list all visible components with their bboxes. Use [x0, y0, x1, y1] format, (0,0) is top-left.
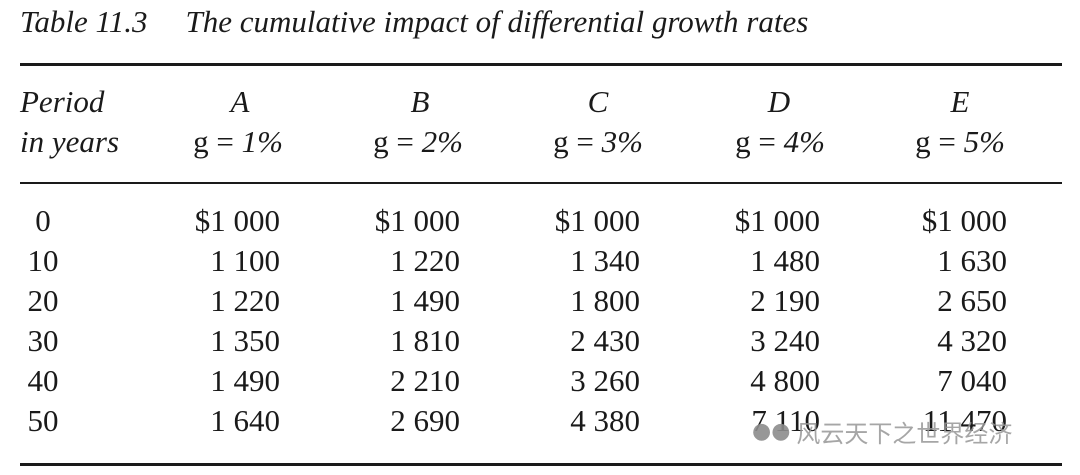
column-growth-d: g = 4%: [735, 124, 825, 159]
table-cell: $1 000: [921, 203, 1007, 238]
table-cell: 4 380: [570, 403, 640, 438]
table-cell: 7 110: [751, 403, 820, 438]
table-cell: 2 210: [390, 363, 460, 398]
table-number: Table 11.3: [20, 4, 148, 39]
wechat-icon: ●●: [752, 419, 791, 444]
column-growth-e: g = 5%: [915, 124, 1005, 159]
table-cell: 1 350: [210, 323, 280, 358]
column-growth-c: g = 3%: [553, 124, 643, 159]
watermark: ●● 风云天下之世界经济: [752, 414, 1012, 449]
table-cell: 1 630: [937, 243, 1007, 278]
table-cell: 4 800: [750, 363, 820, 398]
table-cell: 1 340: [570, 243, 640, 278]
period-header-line2: in years: [20, 124, 120, 159]
table-cell: $1 000: [734, 203, 820, 238]
table-cell: 3 260: [570, 363, 640, 398]
row-period: 30: [27, 323, 59, 358]
row-period: 10: [27, 243, 59, 278]
bottom-rule: [20, 463, 1062, 466]
row-period: 0: [35, 203, 51, 238]
table-cell: 1 100: [210, 243, 280, 278]
table-cell: 1 640: [210, 403, 280, 438]
table-cell: 2 690: [390, 403, 460, 438]
table-cell: 2 650: [937, 283, 1007, 318]
table-cell: 7 040: [937, 363, 1007, 398]
table-cell: 1 480: [750, 243, 820, 278]
table-cell: 1 220: [210, 283, 280, 318]
watermark-text: 风云天下之世界经济: [796, 420, 1013, 448]
column-growth-a: g = 1%: [193, 124, 283, 159]
table-cell: 2 430: [570, 323, 640, 358]
table-cell: 3 240: [750, 323, 820, 358]
row-period: 50: [27, 403, 59, 438]
column-header-d: D: [767, 84, 791, 119]
table-cell: 1 490: [210, 363, 280, 398]
column-growth-b: g = 2%: [373, 124, 463, 159]
table-cell: 1 220: [390, 243, 460, 278]
table-cell: 1 810: [390, 323, 460, 358]
column-header-c: C: [587, 84, 609, 119]
table-cell: 4 320: [937, 323, 1007, 358]
row-period: 40: [27, 363, 59, 398]
table-cell: 1 800: [570, 283, 640, 318]
column-header-e: E: [950, 84, 970, 119]
top-rule: [20, 63, 1062, 66]
column-header-b: B: [410, 84, 430, 119]
table-title: The cumulative impact of differential gr…: [185, 4, 809, 39]
table-cell: 2 190: [750, 283, 820, 318]
table-cell: 1 490: [390, 283, 460, 318]
column-header-a: A: [230, 84, 250, 119]
table-cell: $1 000: [554, 203, 640, 238]
table-cell: $1 000: [194, 203, 280, 238]
table-cell: 11 470: [922, 403, 1007, 438]
header-rule: [20, 182, 1062, 184]
table-cell: $1 000: [374, 203, 460, 238]
period-header-line1: Period: [20, 84, 105, 119]
table-caption: Table 11.3 The cumulative impact of diffe…: [20, 4, 808, 40]
row-period: 20: [27, 283, 59, 318]
